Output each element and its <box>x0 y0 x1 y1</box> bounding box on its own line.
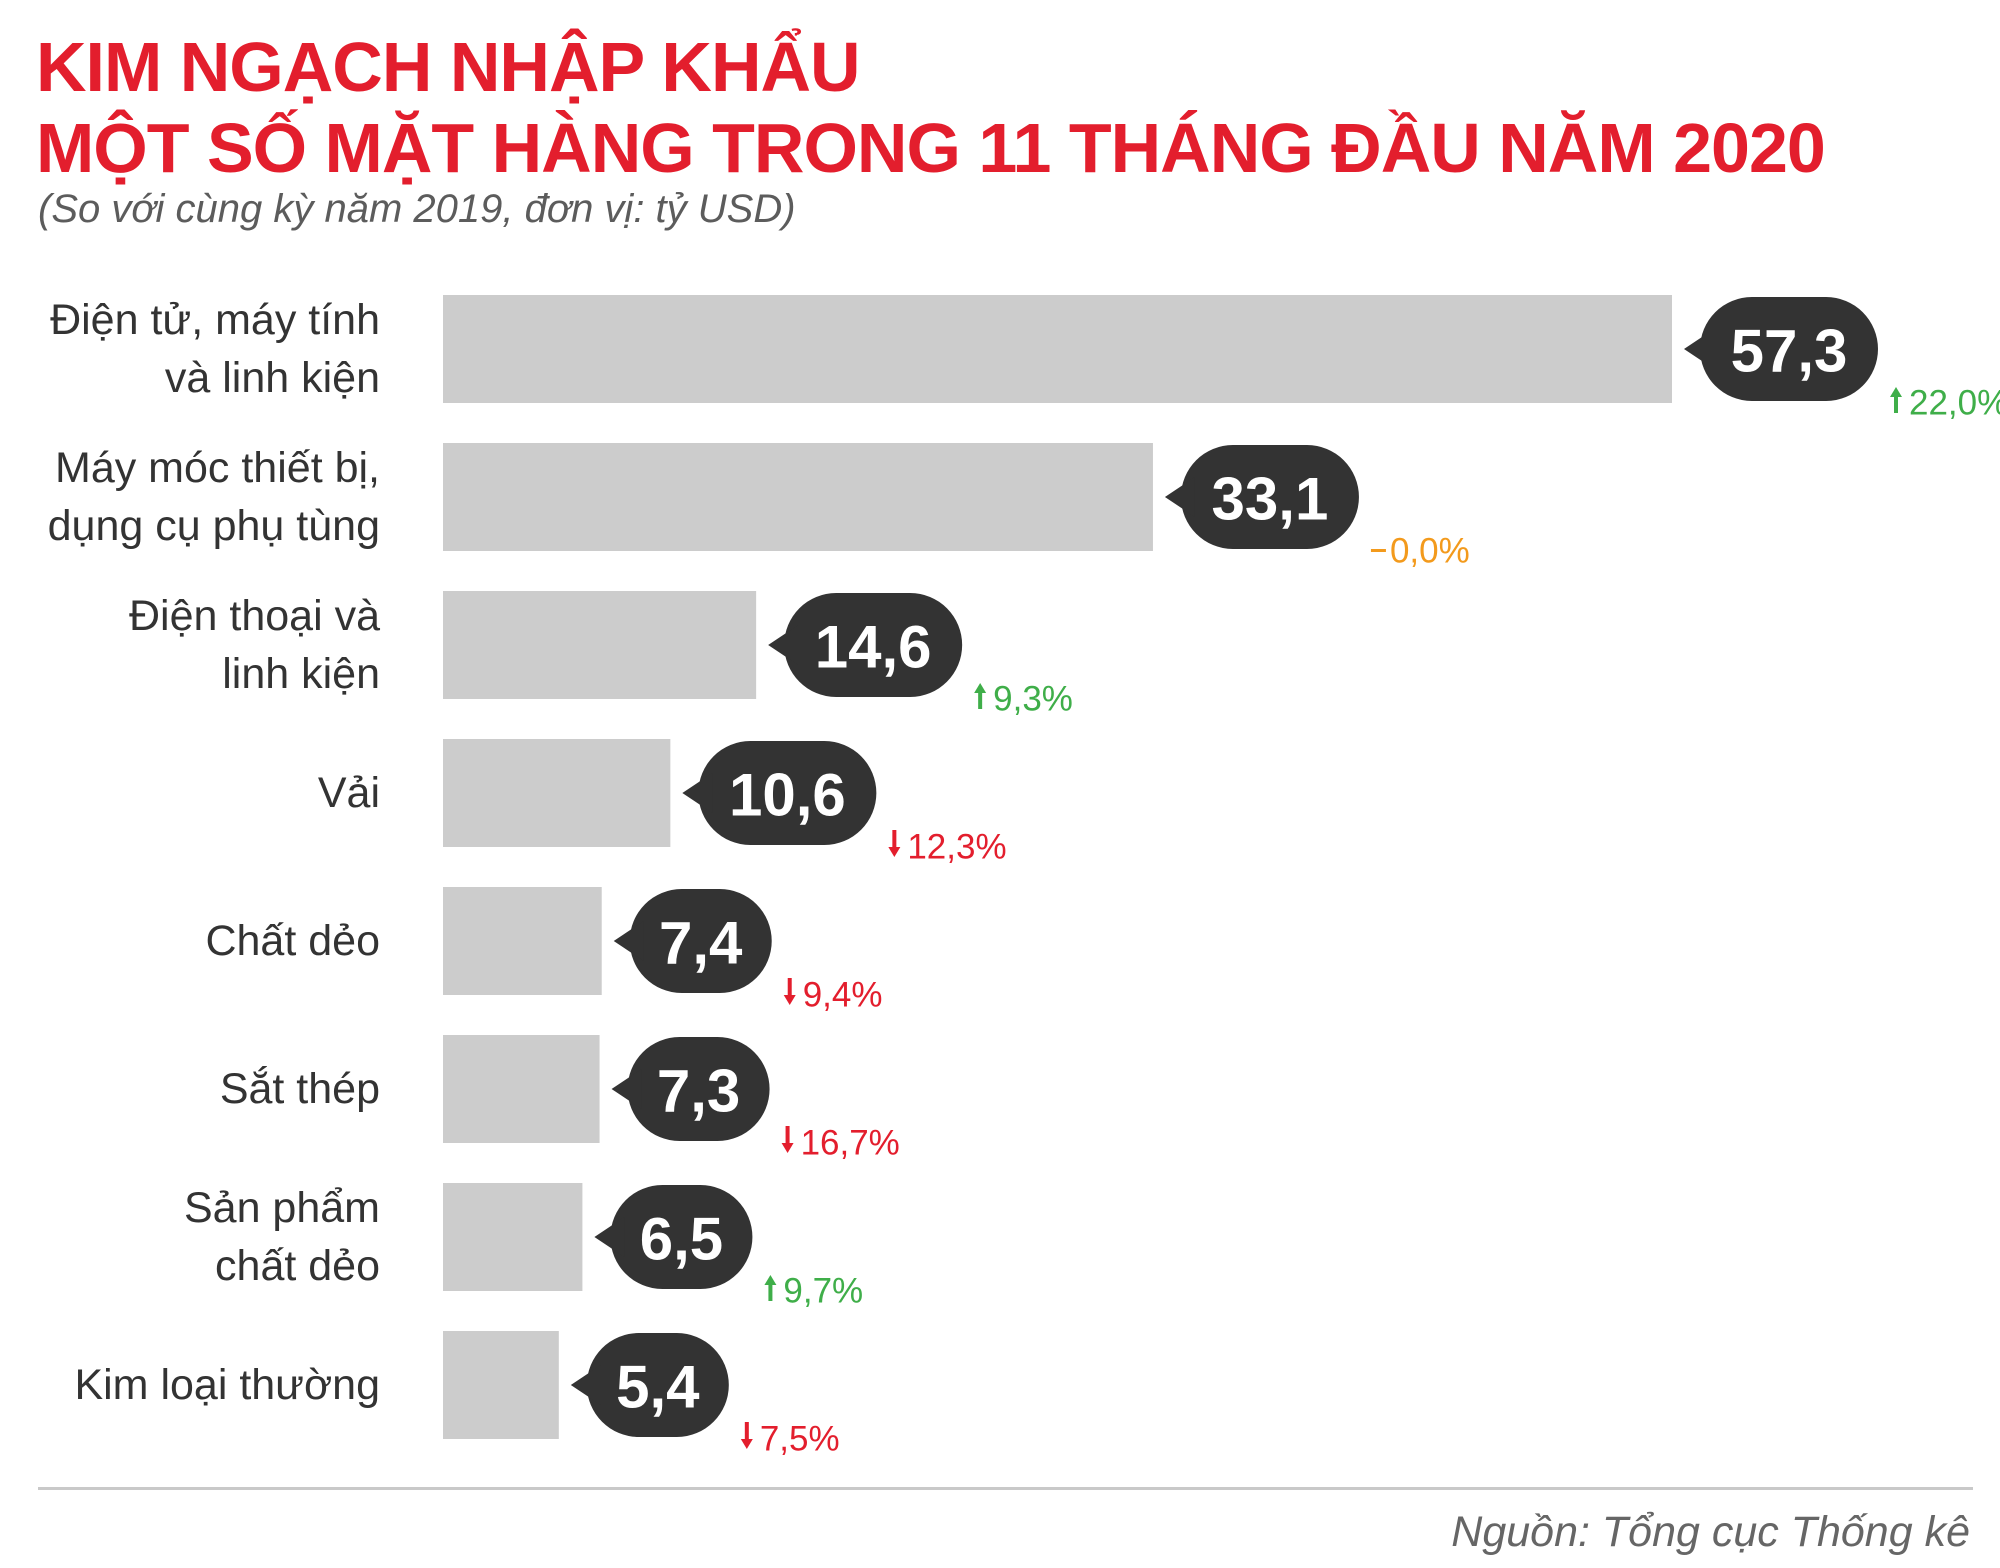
category-label: Vải <box>318 769 380 817</box>
change-label: 9,7% <box>783 1272 863 1311</box>
category-label: và linh kiện <box>165 354 380 402</box>
value-bubble-body <box>629 889 772 993</box>
value-bubble: 6,5 <box>594 1185 753 1289</box>
value-bubble-tail <box>613 921 644 961</box>
bar-chart: Điện tử, máy tính và linh kiện 57,3 22,0% Má… <box>48 295 2000 1459</box>
value-bubble-body <box>698 741 877 845</box>
value-bubble-tail <box>682 773 713 813</box>
value-bubble-tail <box>611 1069 642 1109</box>
value-label: 7,3 <box>657 1058 740 1125</box>
value-label: 33,1 <box>1212 466 1329 533</box>
category-label: Sản phẩm <box>184 1184 380 1232</box>
bar <box>443 1035 600 1143</box>
change-label: 9,3% <box>993 680 1073 719</box>
value-label: 57,3 <box>1731 318 1848 385</box>
value-bubble: 10,6 <box>682 741 877 845</box>
arrow-up-icon <box>974 683 987 693</box>
arrow-down-icon <box>740 1439 753 1449</box>
footer-divider <box>38 1487 1973 1490</box>
bar <box>443 887 602 995</box>
category-label: Kim loại thường <box>74 1361 380 1409</box>
arrow-down-icon <box>888 847 901 857</box>
arrow-down-icon <box>783 995 796 1005</box>
chart-title-line-2: MỘT SỐ MẶT HÀNG TRONG 11 THÁNG ĐẦU NĂM 2… <box>36 109 1826 187</box>
source-note: Nguồn: Tổng cục Thống kê <box>1451 1508 1970 1556</box>
category-label: linh kiện <box>222 650 380 698</box>
change-label: 9,4% <box>803 976 883 1015</box>
value-bubble-tail <box>1684 329 1714 369</box>
change-label: 22,0% <box>1909 384 2000 423</box>
bar <box>443 591 757 699</box>
value-label: 5,4 <box>616 1354 700 1421</box>
value-label: 6,5 <box>640 1206 723 1273</box>
value-label: 7,4 <box>659 910 743 977</box>
arrow-down-stem <box>785 1126 790 1143</box>
bar <box>443 295 1672 403</box>
arrow-down-stem <box>787 978 792 995</box>
category-label: Máy móc thiết bị, <box>55 444 380 492</box>
category-label: Điện thoại và <box>129 592 380 640</box>
value-bubble: 7,3 <box>611 1037 770 1141</box>
change-label: 16,7% <box>801 1124 900 1163</box>
arrow-down-icon <box>781 1143 794 1153</box>
change-label: 0,0% <box>1390 532 1470 571</box>
category-label: Điện tử, máy tính <box>50 296 380 344</box>
value-bubble-tail <box>1164 477 1195 517</box>
value-bubble-body <box>586 1333 729 1437</box>
value-bubble-body <box>610 1185 753 1289</box>
category-label: chất dẻo <box>215 1242 380 1290</box>
value-bubble-tail <box>768 625 799 665</box>
value-bubble-tail <box>570 1365 601 1405</box>
value-bubble: 57,3 <box>1684 297 1878 401</box>
arrow-up-stem <box>768 1284 773 1301</box>
value-bubble: 5,4 <box>570 1333 729 1437</box>
bar <box>443 739 671 847</box>
arrow-down-stem <box>892 830 897 847</box>
value-bubble-body <box>627 1037 770 1141</box>
value-bubble-body <box>784 593 963 697</box>
bar <box>443 443 1153 551</box>
value-bubble: 14,6 <box>768 593 963 697</box>
value-bubble: 7,4 <box>613 889 772 993</box>
bar <box>443 1331 559 1439</box>
category-label: Sắt thép <box>220 1065 380 1113</box>
arrow-up-stem <box>1894 396 1898 413</box>
chart-subtitle: (So với cùng kỳ năm 2019, đơn vị: tỷ USD… <box>38 187 796 231</box>
arrow-up-stem <box>978 692 983 709</box>
arrow-up-icon <box>1890 387 1902 397</box>
category-label: Chất dẻo <box>205 917 380 965</box>
arrow-down-stem <box>744 1422 749 1439</box>
value-bubble-body <box>1180 445 1359 549</box>
value-bubble-body <box>1700 297 1878 401</box>
chart-title-line-1: KIM NGẠCH NHẬP KHẨU <box>36 28 861 106</box>
change-label: 12,3% <box>907 828 1006 867</box>
value-bubble-tail <box>594 1217 625 1257</box>
value-label: 10,6 <box>729 762 846 829</box>
dash-icon <box>1370 549 1386 552</box>
value-bubble: 33,1 <box>1164 445 1359 549</box>
change-label: 7,5% <box>760 1420 840 1459</box>
arrow-up-icon <box>764 1275 777 1285</box>
bar <box>443 1183 583 1291</box>
category-label: dụng cụ phụ tùng <box>48 502 380 550</box>
value-label: 14,6 <box>815 614 932 681</box>
